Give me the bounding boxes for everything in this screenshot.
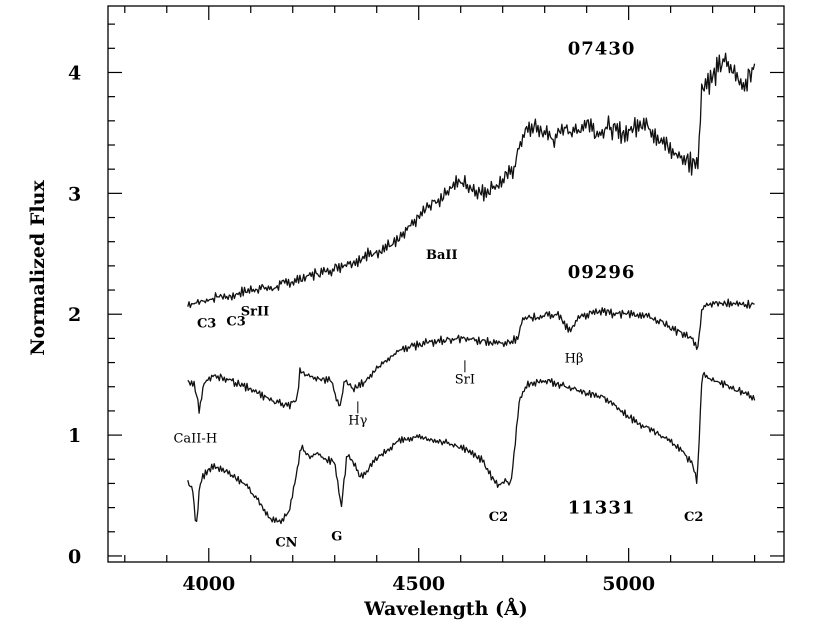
feature-label: CN — [275, 535, 297, 550]
y-tick-label: 4 — [68, 62, 81, 84]
object-label: 07430 — [568, 38, 636, 59]
spectrum-line-09296 — [187, 298, 755, 414]
feature-label: SrI — [455, 372, 475, 387]
feature-label: C2 — [684, 510, 703, 525]
plot-frame — [107, 5, 785, 563]
y-tick-label: 3 — [68, 183, 81, 205]
x-tick-label: 4000 — [182, 573, 235, 595]
feature-label: C3 — [226, 314, 245, 329]
feature-label: SrII — [241, 305, 269, 320]
feature-label: Hβ — [565, 352, 584, 367]
object-label: 11331 — [568, 498, 636, 519]
axis-ticks — [108, 6, 784, 562]
x-tick-label: 4500 — [392, 573, 445, 595]
feature-label: C2 — [489, 510, 508, 525]
y-tick-label: 0 — [68, 546, 81, 568]
feature-label: CaII-H — [173, 432, 217, 447]
feature-label: BaII — [426, 248, 458, 263]
x-axis-title: Wavelength (Å) — [363, 597, 527, 620]
object-labels: 07430 09296 11331 — [568, 38, 636, 519]
tick-labels: 4000 4500 5000 0 1 2 3 4 — [68, 62, 655, 595]
object-label: 09296 — [568, 262, 636, 283]
spectrum-line-11331 — [187, 371, 756, 525]
x-tick-label: 5000 — [602, 573, 655, 595]
spectra-series — [187, 52, 756, 525]
y-tick-label: 2 — [68, 304, 81, 326]
feature-label: G — [331, 529, 342, 544]
y-axis-title: Normalized Flux — [27, 180, 49, 356]
spectrum-line-07430 — [187, 52, 756, 309]
y-tick-label: 1 — [68, 425, 81, 447]
feature-label: Hγ — [348, 413, 367, 428]
feature-label: C3 — [197, 317, 216, 332]
